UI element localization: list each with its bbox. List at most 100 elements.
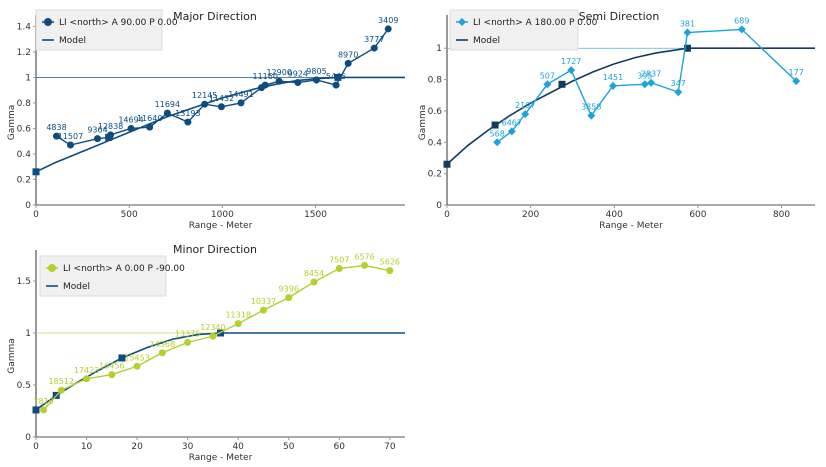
experimental-point <box>609 81 618 90</box>
point-label: 1451 <box>603 73 623 82</box>
x-axis-title: Range - Meter <box>189 221 253 231</box>
point-label: 9805 <box>306 67 326 76</box>
x-tick-label: 50 <box>283 442 295 452</box>
chart-major-direction: 0 0.2 0.4 0.6 0.8 1 1.2 1.4 0 500 1000 1500 Range - … <box>7 9 405 231</box>
experimental-point <box>237 99 245 107</box>
experimental-point <box>792 77 801 86</box>
point-label: 11640 <box>137 114 162 123</box>
y-tick-label: 1 <box>436 44 442 54</box>
legend: LI <north> A 0.00 P -90.00 Model <box>39 255 185 297</box>
y-tick-label: 0.6 <box>17 124 32 134</box>
experimental-point <box>674 88 683 97</box>
experimental-point <box>384 25 392 33</box>
point-label: 507 <box>540 71 555 80</box>
x-tick-label: 0 <box>33 442 39 452</box>
legend-marker-icon <box>44 18 52 26</box>
experimental-point <box>261 81 269 89</box>
y-tick-label: 0.2 <box>17 175 31 185</box>
x-tick-label: 400 <box>606 210 623 220</box>
experimental-point <box>294 79 302 87</box>
experimental-point <box>543 80 552 89</box>
point-label: 9396 <box>279 285 299 294</box>
point-label: 689 <box>734 16 749 25</box>
point-label: 381 <box>680 20 695 29</box>
y-tick-label: 0 <box>436 201 442 211</box>
model-marker <box>32 168 40 176</box>
point-label: 5445 <box>326 72 346 81</box>
experimental-point <box>521 110 530 119</box>
point-label: 12340 <box>200 323 225 332</box>
chart-semi-direction: 0 0.2 0.4 0.6 0.8 1 0 200 400 600 800 Range - Meter… <box>418 9 815 231</box>
experimental-point <box>163 109 171 117</box>
experimental-point <box>312 76 320 84</box>
experimental-point <box>683 28 692 37</box>
point-label: 3858 <box>581 103 601 112</box>
model-marker <box>558 80 566 88</box>
experimental-point <box>107 131 115 139</box>
point-label: 14491 <box>228 90 253 99</box>
experimental-point <box>94 135 101 143</box>
x-tick-label: 70 <box>384 442 396 452</box>
experimental-point <box>361 261 369 269</box>
experimental-point <box>158 349 166 357</box>
point-label: 18512 <box>49 377 74 386</box>
legend-box <box>39 255 167 297</box>
point-label: 15453 <box>124 353 149 362</box>
experimental-point <box>209 332 217 340</box>
legend-label-experimental: LI <north> A 90.00 P 0.00 <box>59 18 178 28</box>
model-marker <box>118 354 126 362</box>
x-tick-label: 0 <box>33 210 39 220</box>
point-label: 7507 <box>329 256 349 265</box>
point-label: 2837 <box>641 70 661 79</box>
point-label: 4838 <box>46 123 66 132</box>
point-label: 13375 <box>175 329 200 338</box>
model-marker <box>32 406 40 414</box>
point-label: 395 <box>637 71 652 80</box>
legend: LI <north> A 90.00 P 0.00 Model <box>35 9 178 51</box>
y-axis-title: Gamma <box>7 338 17 374</box>
experimental-point <box>737 25 746 34</box>
y-tick-label: 1.2 <box>17 48 31 58</box>
experimental-point <box>234 320 242 328</box>
y-tick-label: 1.4 <box>17 22 32 32</box>
x-tick-label: 600 <box>689 210 706 220</box>
experimental-point <box>259 306 267 314</box>
legend-label-experimental: LI <north> A 180.00 P 0.00 <box>473 18 598 28</box>
experimental-point <box>133 362 141 370</box>
point-label: 11160 <box>253 72 278 81</box>
chart-minor-direction: 0 0.5 1 1.5 0 10 20 30 40 50 60 70 Range - Meter Gamm… <box>7 243 405 463</box>
experimental-point <box>83 375 91 383</box>
experimental-point <box>40 406 48 414</box>
y-tick-label: 0.4 <box>428 138 443 148</box>
experimental-point <box>310 278 318 286</box>
legend: LI <north> A 180.00 P 0.00 Model <box>449 9 598 51</box>
model-curve <box>446 47 815 165</box>
x-tick-label: 30 <box>182 442 194 452</box>
model-marker <box>443 160 451 168</box>
legend-box <box>35 9 163 51</box>
x-tick-label: 800 <box>773 210 790 220</box>
point-label: 14368 <box>150 340 175 349</box>
legend-label-model: Model <box>59 36 86 46</box>
experimental-point <box>507 127 516 136</box>
y-tick-label: 0.8 <box>428 76 443 86</box>
y-tick-label: 0 <box>25 201 31 211</box>
experimental-point <box>217 103 225 111</box>
y-tick-label: 1 <box>25 329 31 339</box>
experimental-point <box>587 111 596 120</box>
x-axis-title: Range - Meter <box>599 221 663 231</box>
experimental-point <box>493 138 502 147</box>
point-label: 11694 <box>155 100 180 109</box>
experimental-point <box>567 66 576 75</box>
experimental-point <box>275 77 283 85</box>
x-tick-label: 20 <box>131 442 143 452</box>
experimental-point <box>344 59 352 67</box>
model-marker <box>334 73 342 81</box>
point-label: 13193 <box>175 109 200 118</box>
experimental-point <box>370 44 378 52</box>
point-label: 3777 <box>364 35 384 44</box>
experimental-point <box>386 267 394 275</box>
point-label: 11507 <box>58 132 83 141</box>
experimental-point <box>640 80 649 89</box>
